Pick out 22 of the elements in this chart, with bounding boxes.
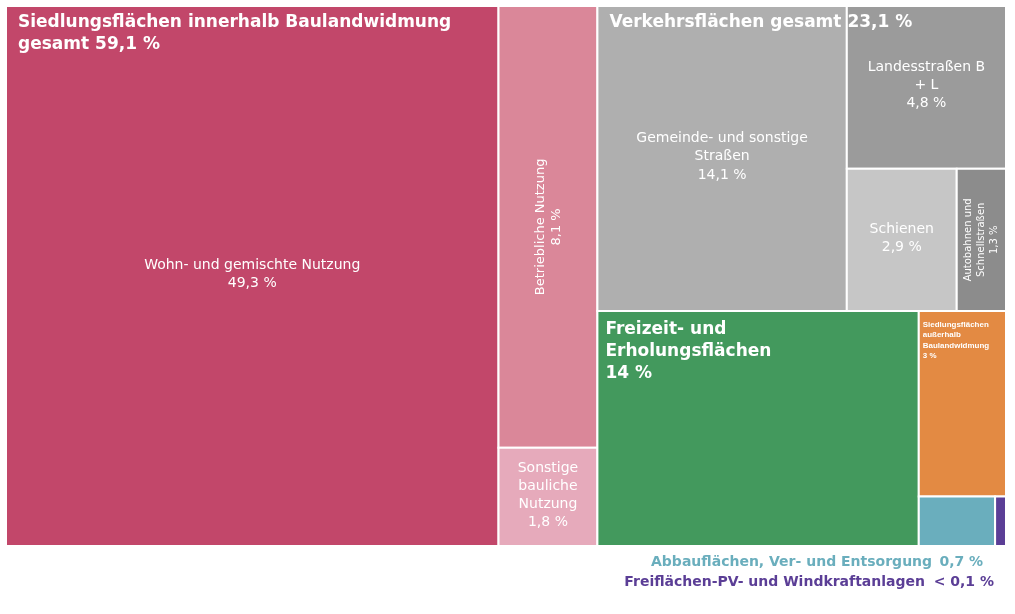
category-label: Freizeit- und Erholungsflächen	[605, 317, 772, 361]
category-label: Sonstige bauliche Nutzung	[517, 458, 579, 511]
series-label: Verkehrsflächen gesamt 23,1 %	[609, 11, 913, 31]
data-label: 0,7 %	[939, 553, 984, 569]
series-label: Siedlungsflächen innerhalb Baulandwidmung gesamt 59,1 %	[18, 11, 452, 53]
category-label: Schienen	[869, 219, 934, 236]
data-label: 1,8 %	[527, 513, 568, 530]
category-label: Wohn- und gemischte Nutzung	[144, 255, 361, 272]
data-label: 2,9 %	[881, 237, 922, 254]
data-label: 1,3 %	[988, 225, 1000, 255]
data-label: 49,3 %	[227, 274, 277, 290]
category-label: Autobahnen und Schnellstraßen	[962, 198, 987, 282]
category-label: Landesstraßen B + L	[867, 58, 986, 93]
category-label: Gemeinde- und sonstige Straßen	[636, 129, 808, 164]
data-label: 4,8 %	[906, 94, 947, 111]
category-label: Freiflächen-PV- und Windkraftanlagen	[624, 573, 925, 589]
data-label: < 0,1 %	[933, 573, 994, 589]
category-label: Abbauflächen, Ver- und Entsorgung	[651, 553, 933, 569]
category-label: Betriebliche Nutzung	[531, 158, 547, 296]
data-label: 14 %	[605, 362, 653, 383]
data-label: 14,1 %	[697, 165, 747, 182]
data-label: 8,1 %	[548, 208, 564, 246]
